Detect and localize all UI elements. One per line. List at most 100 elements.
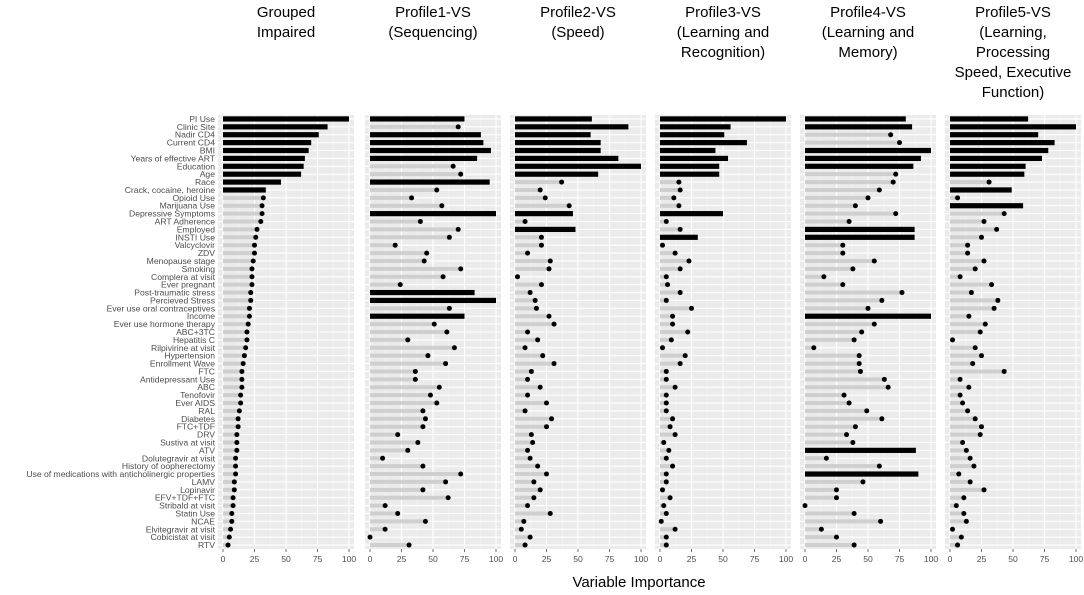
- importance-dot: [226, 534, 232, 540]
- variable-label: Enrollment Wave: [150, 359, 215, 369]
- importance-dot: [871, 258, 877, 264]
- importance-dot: [851, 542, 857, 548]
- importance-dot: [677, 226, 683, 232]
- importance-dot: [233, 463, 239, 469]
- importance-bar: [660, 140, 747, 146]
- importance-dot: [253, 234, 259, 240]
- x-tick-label: 100: [924, 554, 939, 564]
- importance-dot: [458, 266, 464, 272]
- importance-dot: [876, 463, 882, 469]
- x-tick-label: 50: [428, 554, 438, 564]
- importance-bar: [515, 163, 641, 169]
- variable-label: Race: [195, 177, 215, 187]
- importance-dot: [670, 463, 676, 469]
- panels: 0 25 50 75 100 0 25 50 75 100 0 25 50 75 100 0 25 50 75 100…: [218, 115, 1083, 564]
- importance-dot: [865, 195, 871, 201]
- x-tick-label: 75: [460, 554, 470, 564]
- x-tick-label: 50: [281, 554, 291, 564]
- importance-dot: [677, 290, 683, 296]
- variable-label: Ever pregnant: [161, 280, 216, 290]
- importance-dot: [252, 250, 257, 256]
- importance-dot: [537, 384, 543, 390]
- x-tick-label: 25: [977, 554, 987, 564]
- importance-dot: [961, 495, 967, 501]
- importance-dot: [1001, 211, 1007, 217]
- importance-dot: [871, 321, 877, 327]
- importance-bar: [660, 163, 720, 169]
- importance-dot: [981, 258, 987, 264]
- variable-label: Hypertension: [164, 351, 215, 361]
- importance-dot: [660, 242, 666, 248]
- importance-dot: [537, 487, 543, 493]
- importance-dot: [658, 518, 664, 524]
- importance-dot: [955, 542, 961, 548]
- importance-dot: [259, 203, 265, 209]
- importance-dot: [672, 250, 678, 256]
- importance-dot: [986, 179, 992, 185]
- panel-title: Profile5-VS (Learning, Processing Speed, Ex…: [955, 4, 1072, 101]
- importance-bar: [223, 124, 328, 130]
- importance-dot: [660, 487, 666, 493]
- importance-dot: [528, 368, 534, 374]
- variable-label: Complera at visit: [151, 272, 216, 282]
- importance-dot: [663, 274, 669, 280]
- x-axis-title: Variable Importance: [572, 574, 705, 591]
- importance-dot: [420, 424, 426, 430]
- importance-dot: [955, 195, 961, 201]
- importance-dot: [663, 376, 669, 382]
- importance-dot: [677, 187, 683, 193]
- importance-dot: [415, 439, 421, 445]
- importance-dot: [406, 542, 412, 548]
- importance-dot: [811, 345, 817, 351]
- importance-dot: [670, 416, 676, 422]
- importance-dot: [422, 416, 428, 422]
- importance-dot: [846, 400, 852, 406]
- importance-bar: [370, 289, 475, 296]
- importance-bar: [370, 211, 496, 217]
- importance-dot: [527, 534, 533, 540]
- importance-dot: [967, 455, 973, 461]
- panel-2: 0 25 50 75 100: [365, 115, 503, 564]
- importance-dot: [367, 534, 373, 540]
- variable-label: Post-traumatic stress: [134, 288, 215, 298]
- importance-dot: [665, 282, 671, 288]
- importance-dot: [850, 266, 856, 272]
- importance-dot: [458, 171, 464, 177]
- variable-label: RTV: [198, 540, 215, 550]
- importance-dot: [663, 479, 669, 485]
- variable-label: Income: [187, 311, 215, 321]
- importance-dot: [879, 416, 885, 422]
- importance-dot: [238, 392, 244, 398]
- importance-bar: [805, 147, 931, 154]
- variable-label: ART Adherence: [155, 217, 216, 227]
- panel-title: Profile2-VS (Speed)Profile2-VS (Speed): [540, 4, 616, 41]
- importance-dot: [455, 124, 461, 130]
- x-tick-label: 100: [634, 554, 649, 564]
- importance-dot: [851, 510, 857, 516]
- x-tick-label: 75: [750, 554, 760, 564]
- importance-dot: [239, 376, 245, 382]
- importance-dot: [859, 329, 865, 335]
- importance-dot: [538, 234, 544, 240]
- importance-bar: [950, 124, 1076, 130]
- importance-bar: [660, 124, 731, 130]
- variable-label: FTC+TDF: [177, 422, 215, 432]
- importance-dot: [1001, 368, 1007, 374]
- importance-dot: [663, 297, 669, 303]
- importance-dot: [686, 258, 692, 264]
- importance-dot: [252, 242, 257, 248]
- importance-dot: [981, 219, 987, 225]
- importance-bar: [370, 147, 491, 154]
- importance-bar: [950, 203, 1024, 209]
- importance-dot: [994, 226, 1000, 232]
- x-tick-label: 0: [658, 554, 663, 564]
- importance-dot: [446, 234, 452, 240]
- variable-label: Statin Use: [175, 508, 215, 518]
- importance-dot: [672, 526, 678, 532]
- variable-label: Education: [177, 161, 215, 171]
- variable-label: ZDV: [198, 248, 215, 258]
- importance-dot: [527, 455, 533, 461]
- importance-dot: [518, 526, 524, 532]
- importance-bar: [950, 171, 1025, 177]
- importance-dot: [957, 392, 963, 398]
